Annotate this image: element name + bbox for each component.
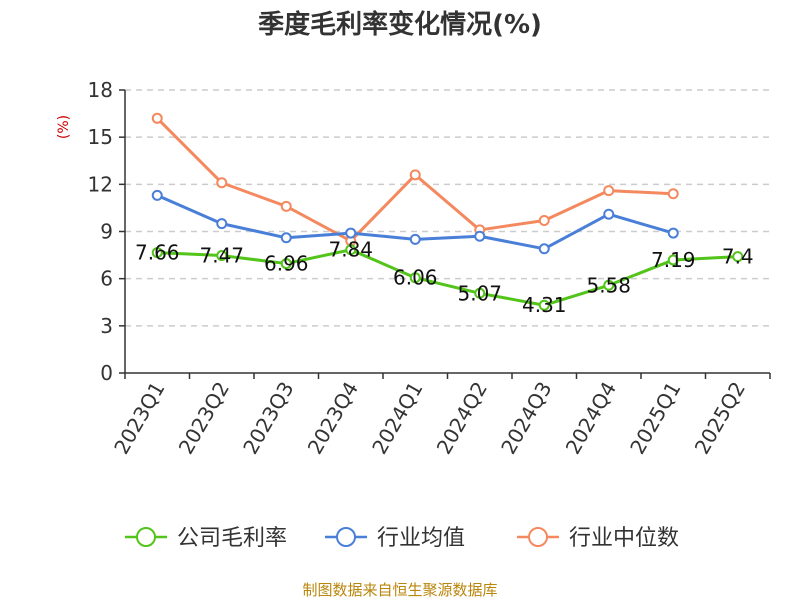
data-point[interactable] (345, 227, 357, 239)
series-0 (151, 244, 744, 311)
data-point[interactable] (538, 243, 550, 255)
data-point[interactable] (345, 244, 357, 256)
data-label: 6.06 (393, 266, 438, 290)
data-point[interactable] (603, 185, 615, 197)
legend-item[interactable]: 行业均值 (325, 526, 465, 551)
legend-swatch-marker (336, 527, 356, 547)
legend-label: 行业均值 (377, 526, 465, 551)
x-tick-label: 2025Q1 (625, 378, 685, 459)
data-label: 5.07 (457, 281, 502, 305)
legend-item[interactable]: 公司毛利率 (125, 526, 287, 551)
data-point[interactable] (667, 188, 679, 200)
y-tick-label: 18 (88, 78, 113, 102)
y-axis-label: (%) (56, 115, 72, 139)
chart-title: 季度毛利率变化情况(%) (258, 9, 542, 40)
x-tick-label: 2023Q1 (109, 378, 169, 459)
data-label: 7.47 (199, 244, 244, 268)
legend-label: 行业中位数 (569, 526, 679, 551)
legend-label: 公司毛利率 (177, 526, 287, 551)
x-tick-label: 2025Q2 (690, 378, 750, 459)
data-point[interactable] (151, 247, 163, 259)
y-tick-label: 0 (100, 361, 113, 385)
legend[interactable]: 公司毛利率 行业均值 行业中位数 (125, 526, 679, 551)
data-point[interactable] (409, 233, 421, 245)
x-tick-label: 2024Q1 (367, 378, 427, 459)
data-point[interactable] (667, 254, 679, 266)
x-tick-label: 2024Q3 (496, 378, 556, 459)
x-tick-label: 2023Q4 (303, 378, 363, 459)
data-label: 4.31 (522, 293, 567, 317)
data-label: 5.58 (586, 273, 631, 297)
data-point[interactable] (603, 279, 615, 291)
data-point[interactable] (151, 112, 163, 124)
data-point[interactable] (409, 272, 421, 284)
data-point[interactable] (151, 189, 163, 201)
legend-swatch-marker (136, 527, 156, 547)
series-line (157, 248, 738, 307)
legend-swatch-marker (528, 527, 548, 547)
y-tick-label: 12 (88, 172, 113, 196)
legend-item[interactable]: 行业中位数 (517, 526, 679, 551)
x-tick-label: 2023Q3 (238, 378, 298, 459)
x-tick-label: 2023Q2 (174, 378, 234, 459)
data-point[interactable] (667, 227, 679, 239)
data-point[interactable] (280, 200, 292, 212)
data-point[interactable] (732, 251, 744, 263)
data-point[interactable] (280, 258, 292, 270)
data-point[interactable] (538, 214, 550, 226)
data-label: 7.66 (135, 241, 180, 265)
data-point[interactable] (216, 250, 228, 262)
series-layer (151, 112, 744, 311)
series-1 (151, 189, 679, 255)
y-tick-label: 15 (88, 125, 113, 149)
x-tick-label: 2024Q2 (432, 378, 492, 459)
data-point[interactable] (538, 299, 550, 311)
data-point[interactable] (409, 169, 421, 181)
data-point[interactable] (280, 232, 292, 244)
data-label: 7.19 (651, 248, 696, 272)
data-point[interactable] (216, 177, 228, 189)
y-tick-label: 9 (100, 220, 113, 244)
data-label: 7.4 (722, 245, 754, 269)
data-label: 6.96 (264, 252, 309, 276)
data-point[interactable] (474, 230, 486, 242)
series-2 (151, 112, 679, 247)
data-point[interactable] (474, 287, 486, 299)
y-tick-label: 6 (100, 267, 113, 291)
data-labels: 7.66 7.47 6.96 7.84 6.06 5.07 4.31 5.58 7.19 7.4 (135, 238, 754, 317)
source-note: 制图数据来自恒生聚源数据库 (302, 581, 497, 599)
data-label: 7.84 (328, 238, 373, 262)
y-tick-label: 3 (100, 314, 113, 338)
data-point[interactable] (603, 208, 615, 220)
x-tick-label: 2024Q4 (561, 378, 621, 459)
grid-lines (125, 89, 770, 327)
data-point[interactable] (216, 218, 228, 230)
